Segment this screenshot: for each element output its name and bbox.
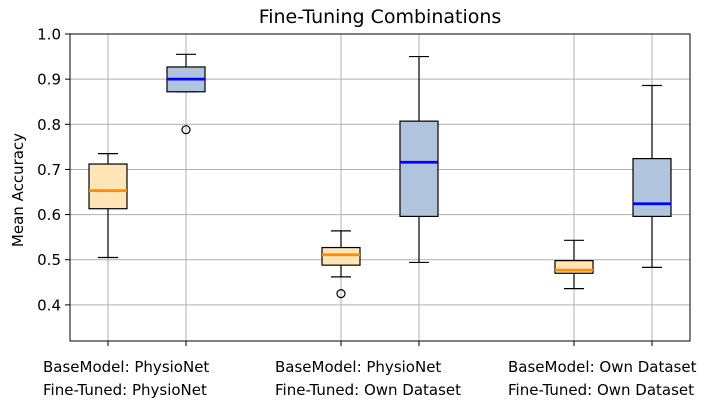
- box-blue-3: [399, 55, 439, 264]
- category-label-line1: BaseModel: PhysioNet: [275, 358, 442, 376]
- y-tick-label: 0.4: [37, 296, 61, 314]
- y-axis-ticks: 0.4 0.5 0.6 0.7 0.8 0.9 1.0: [37, 26, 653, 346]
- box-iqr: [88, 163, 128, 210]
- category-label-line2: Fine-Tuned: PhysioNet: [43, 381, 207, 399]
- y-tick-label: 0.7: [37, 161, 61, 179]
- box-orange-0: [88, 153, 128, 259]
- plot-frame: [69, 33, 691, 342]
- box-blue-1: [166, 53, 206, 135]
- box-orange-4: [554, 239, 594, 290]
- category-label-physionet-physionet: BaseModel: PhysioNet Fine-Tuned: PhysioN…: [43, 356, 209, 402]
- category-label-line2: Fine-Tuned: Own Dataset: [508, 381, 695, 399]
- category-label-line2: Fine-Tuned: Own Dataset: [275, 381, 462, 399]
- y-tick-label: 0.8: [37, 116, 61, 134]
- outlier-point: [181, 125, 191, 135]
- y-tick-label: 0.5: [37, 251, 61, 269]
- category-label-line1: BaseModel: PhysioNet: [43, 358, 210, 376]
- chart-title: Fine-Tuning Combinations: [258, 6, 502, 28]
- category-label-physionet-own: BaseModel: PhysioNet Fine-Tuned: Own Dat…: [275, 356, 461, 402]
- category-label-line1: BaseModel: Own Dataset: [508, 358, 697, 376]
- box-blue-5: [632, 84, 672, 269]
- box-orange-2: [321, 230, 361, 299]
- outlier-point: [336, 288, 346, 299]
- grid-lines: [70, 33, 690, 341]
- box-iqr: [632, 158, 672, 217]
- category-label-own-own: BaseModel: Own Dataset Fine-Tuned: Own D…: [508, 356, 696, 402]
- box-iqr: [321, 246, 361, 266]
- box-iqr: [399, 120, 439, 217]
- box-plot-marks: [88, 53, 672, 299]
- y-tick-label: 0.9: [37, 71, 61, 89]
- y-axis-label: Mean Accuracy: [9, 132, 27, 248]
- y-tick-label: 1.0: [37, 26, 61, 44]
- y-tick-label: 0.6: [37, 206, 61, 224]
